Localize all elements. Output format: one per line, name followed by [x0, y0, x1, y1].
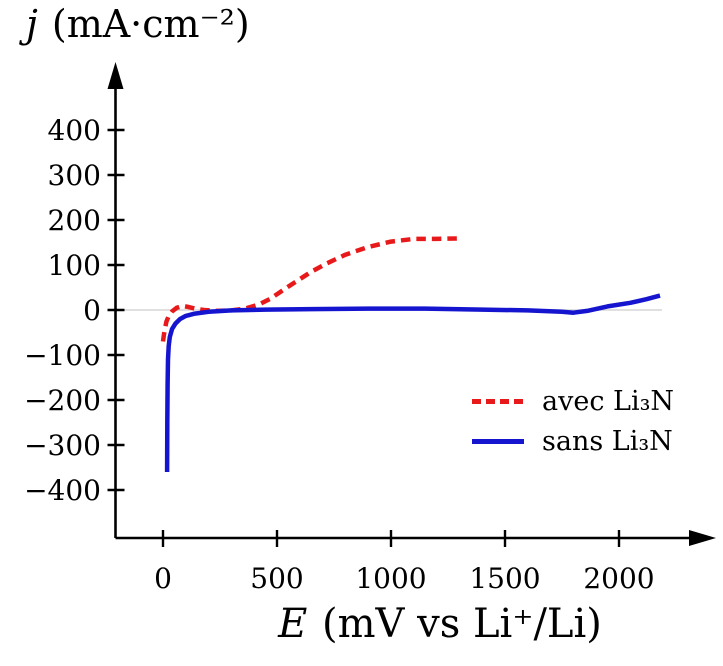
y-tick-label: −400: [24, 474, 101, 507]
x-axis-variable: E: [278, 601, 308, 647]
x-tick-label: 500: [250, 562, 303, 595]
y-tick-label: 300: [48, 159, 101, 192]
legend-item-sans: sans Li₃N: [472, 421, 674, 461]
y-tick-label: 200: [48, 204, 101, 237]
y-tick-label: −100: [24, 339, 101, 372]
y-tick-label: −300: [24, 429, 101, 462]
series-curve-avec: [160, 236, 460, 342]
y-tick-label: −200: [24, 384, 101, 417]
legend-label-sans: sans Li₃N: [542, 425, 673, 457]
x-axis-title: E (mV vs Li⁺/Li): [240, 601, 640, 647]
legend: avec Li₃N sans Li₃N: [472, 381, 674, 461]
y-axis-variable: j: [26, 2, 38, 46]
y-axis-title: j (mA·cm⁻²): [26, 2, 250, 46]
y-tick-label: 400: [48, 114, 101, 147]
x-tick-label: 1000: [355, 562, 426, 595]
y-axis-unit: (mA·cm⁻²): [39, 2, 250, 46]
x-tick-label: 2000: [583, 562, 654, 595]
series-curve-sans: [164, 293, 661, 473]
dashed-line-swatch-icon: [472, 398, 524, 404]
x-axis-arrowhead-icon: [689, 530, 716, 546]
y-axis-arrowhead-icon: [107, 62, 124, 89]
x-tick-label: 1500: [469, 562, 540, 595]
y-tick-label: 100: [48, 249, 101, 282]
solid-line-swatch-icon: [472, 438, 524, 444]
legend-label-avec: avec Li₃N: [542, 385, 675, 417]
x-tick-label: 0: [154, 562, 172, 595]
x-axis-unit: (mV vs Li⁺/Li): [309, 601, 602, 647]
legend-item-avec: avec Li₃N: [472, 381, 674, 421]
y-tick-label: 0: [83, 294, 101, 327]
